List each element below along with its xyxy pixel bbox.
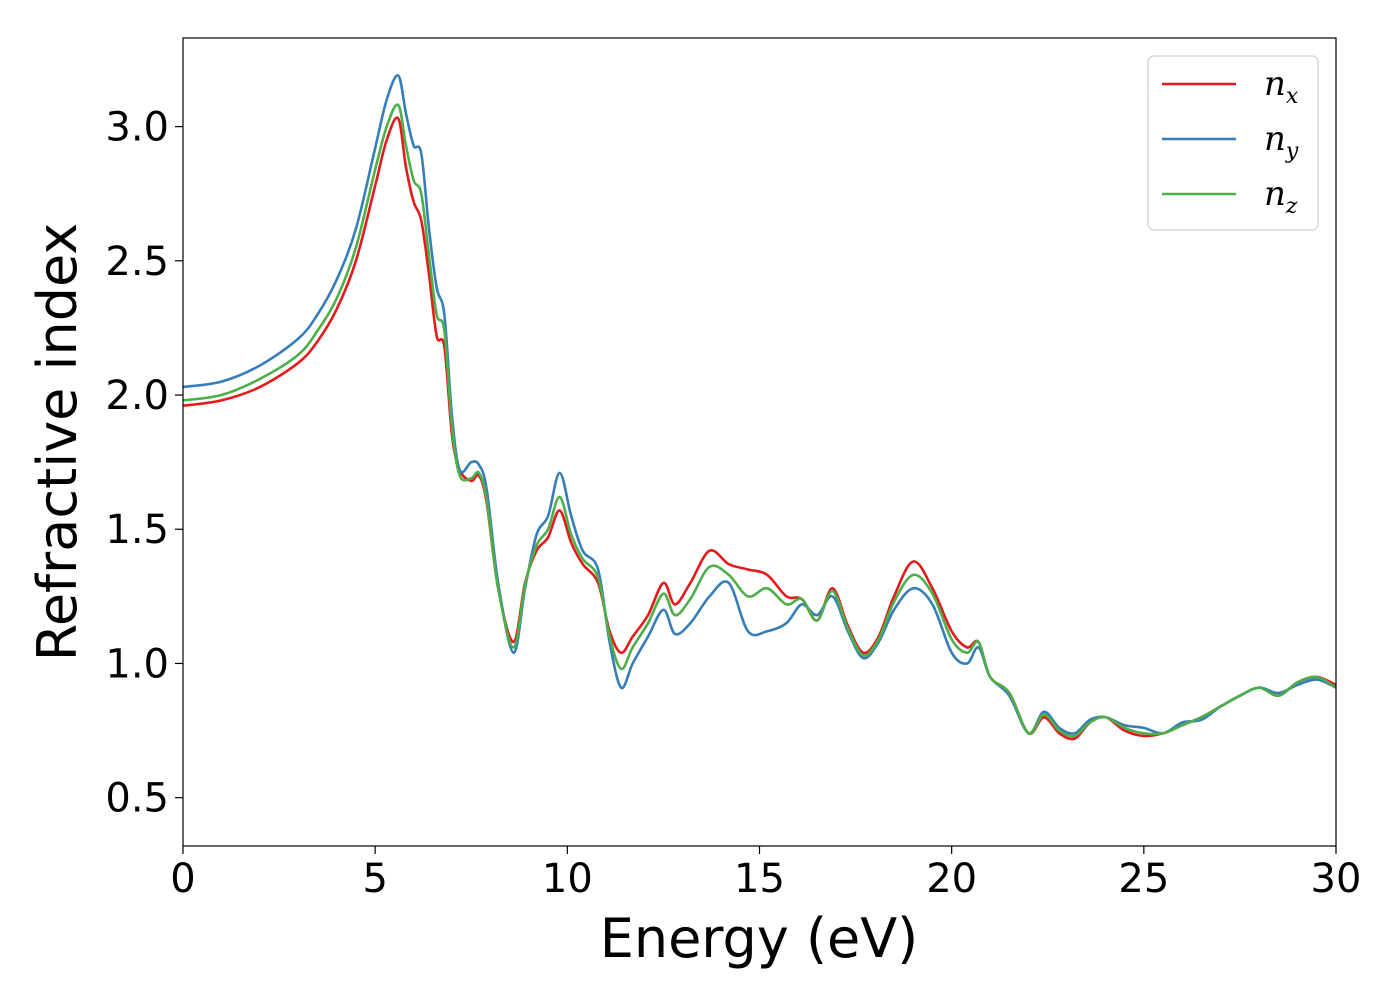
y-tick-label: 1.0 [105, 641, 169, 687]
x-tick-label: 25 [1118, 856, 1169, 902]
y-tick-label: 1.5 [105, 507, 169, 553]
x-tick-label: 5 [362, 856, 387, 902]
y-tick-label: 2.5 [105, 239, 169, 285]
legend: nx ny nz [1147, 55, 1319, 231]
series-group [182, 74, 1337, 741]
y-axis-label: Refractive index [26, 223, 89, 662]
x-axis-ticks: 0 5 10 15 20 25 30 [170, 846, 1361, 902]
x-tick-label: 10 [542, 856, 593, 902]
series-line-nz [182, 103, 1337, 738]
x-tick-label: 0 [170, 856, 195, 902]
y-tick-label: 0.5 [105, 776, 169, 822]
x-axis-label: Energy (eV) [600, 907, 919, 970]
legend-label-ny: ny [1264, 119, 1299, 164]
y-tick-label: 3.0 [105, 105, 169, 151]
y-tick-label: 2.0 [105, 373, 169, 419]
x-tick-label: 20 [926, 856, 977, 902]
x-tick-label: 30 [1311, 856, 1362, 902]
y-axis-ticks: 0.5 1.0 1.5 2.0 2.5 3.0 [105, 105, 183, 822]
x-tick-label: 15 [734, 856, 785, 902]
legend-frame [1147, 55, 1319, 231]
legend-label-nz: nz [1264, 174, 1298, 219]
legend-label-nx: nx [1264, 64, 1299, 109]
